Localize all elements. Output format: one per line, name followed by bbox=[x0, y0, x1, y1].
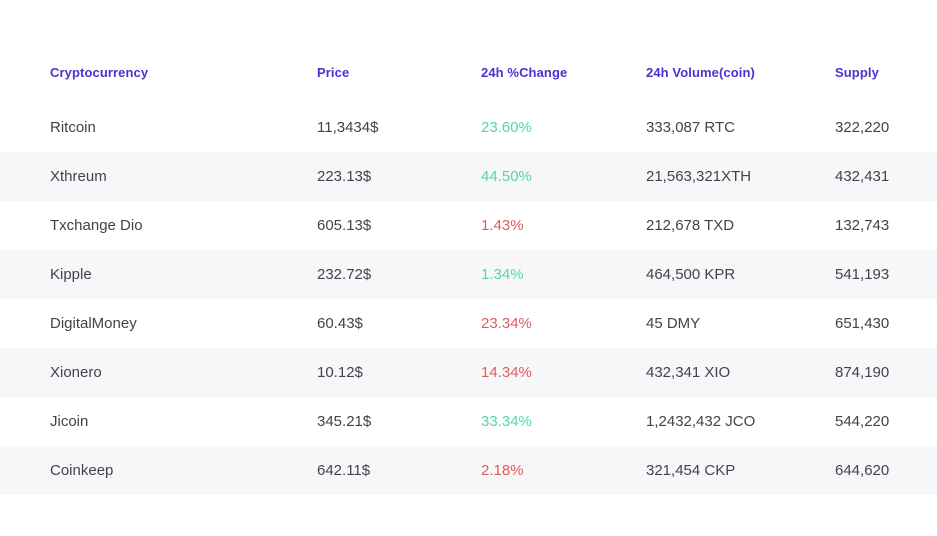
table-row-xionero[interactable]: Xionero 10.12$ 14.34% 432,341 XIO 874,19… bbox=[0, 348, 937, 397]
coin-price: 605.13$ bbox=[317, 217, 372, 234]
column-header-price: Price bbox=[317, 65, 350, 80]
coin-name: Ritcoin bbox=[50, 119, 96, 136]
coin-name: Coinkeep bbox=[50, 462, 114, 479]
coin-volume: 45 DMY bbox=[646, 315, 701, 332]
coin-supply: 644,620 bbox=[835, 462, 890, 479]
coin-supply: 651,430 bbox=[835, 315, 890, 332]
table-row-coinkeep[interactable]: Coinkeep 642.11$ 2.18% 321,454 CKP 644,6… bbox=[0, 446, 937, 495]
coin-price: 642.11$ bbox=[317, 462, 371, 479]
coin-volume: 333,087 RTC bbox=[646, 119, 735, 136]
coin-name: Jicoin bbox=[50, 413, 89, 430]
coin-name: Xthreum bbox=[50, 168, 107, 185]
coin-name: DigitalMoney bbox=[50, 315, 137, 332]
coin-change: 1.34% bbox=[481, 266, 524, 283]
coin-supply: 541,193 bbox=[835, 266, 890, 283]
table-row-kipple[interactable]: Kipple 232.72$ 1.34% 464,500 KPR 541,193 bbox=[0, 250, 937, 299]
table-row-ritcoin[interactable]: Ritcoin 11,3434$ 23.60% 333,087 RTC 322,… bbox=[0, 103, 937, 152]
coin-change: 2.18% bbox=[481, 462, 524, 479]
table-header-row: Cryptocurrency Price 24h %Change 24h Vol… bbox=[0, 42, 937, 103]
coin-price: 10.12$ bbox=[317, 364, 363, 381]
coin-change: 23.34% bbox=[481, 315, 532, 332]
coin-change: 44.50% bbox=[481, 168, 532, 185]
table-row-xthreum[interactable]: Xthreum 223.13$ 44.50% 21,563,321XTH 432… bbox=[0, 152, 937, 201]
coin-change: 14.34% bbox=[481, 364, 532, 381]
coin-supply: 544,220 bbox=[835, 413, 890, 430]
coin-price: 345.21$ bbox=[317, 413, 372, 430]
coin-name: Xionero bbox=[50, 364, 102, 381]
column-header-24h-change: 24h %Change bbox=[481, 65, 568, 80]
coin-volume: 464,500 KPR bbox=[646, 266, 736, 283]
column-header-supply: Supply bbox=[835, 65, 879, 80]
coin-name: Kipple bbox=[50, 266, 92, 283]
coin-price: 223.13$ bbox=[317, 168, 372, 185]
column-header-24h-volume: 24h Volume(coin) bbox=[646, 65, 755, 80]
coin-volume: 432,341 XIO bbox=[646, 364, 731, 381]
table-row-jicoin[interactable]: Jicoin 345.21$ 33.34% 1,2432,432 JCO 544… bbox=[0, 397, 937, 446]
table-row-txchange-dio[interactable]: Txchange Dio 605.13$ 1.43% 212,678 TXD 1… bbox=[0, 201, 937, 250]
coin-price: 60.43$ bbox=[317, 315, 363, 332]
coin-change: 1.43% bbox=[481, 217, 524, 234]
coin-supply: 432,431 bbox=[835, 168, 890, 185]
coin-change: 33.34% bbox=[481, 413, 532, 430]
coin-volume: 21,563,321XTH bbox=[646, 168, 752, 185]
coin-supply: 132,743 bbox=[835, 217, 890, 234]
table-row-digitalmoney[interactable]: DigitalMoney 60.43$ 23.34% 45 DMY 651,43… bbox=[0, 299, 937, 348]
coin-volume: 321,454 CKP bbox=[646, 462, 736, 479]
coin-supply: 874,190 bbox=[835, 364, 890, 381]
column-header-cryptocurrency: Cryptocurrency bbox=[50, 65, 149, 80]
coin-volume: 212,678 TXD bbox=[646, 217, 735, 234]
coin-supply: 322,220 bbox=[835, 119, 890, 136]
coin-name: Txchange Dio bbox=[50, 217, 143, 234]
coin-volume: 1,2432,432 JCO bbox=[646, 413, 756, 430]
coin-price: 232.72$ bbox=[317, 266, 372, 283]
coin-price: 11,3434$ bbox=[317, 119, 379, 136]
coin-change: 23.60% bbox=[481, 119, 532, 136]
